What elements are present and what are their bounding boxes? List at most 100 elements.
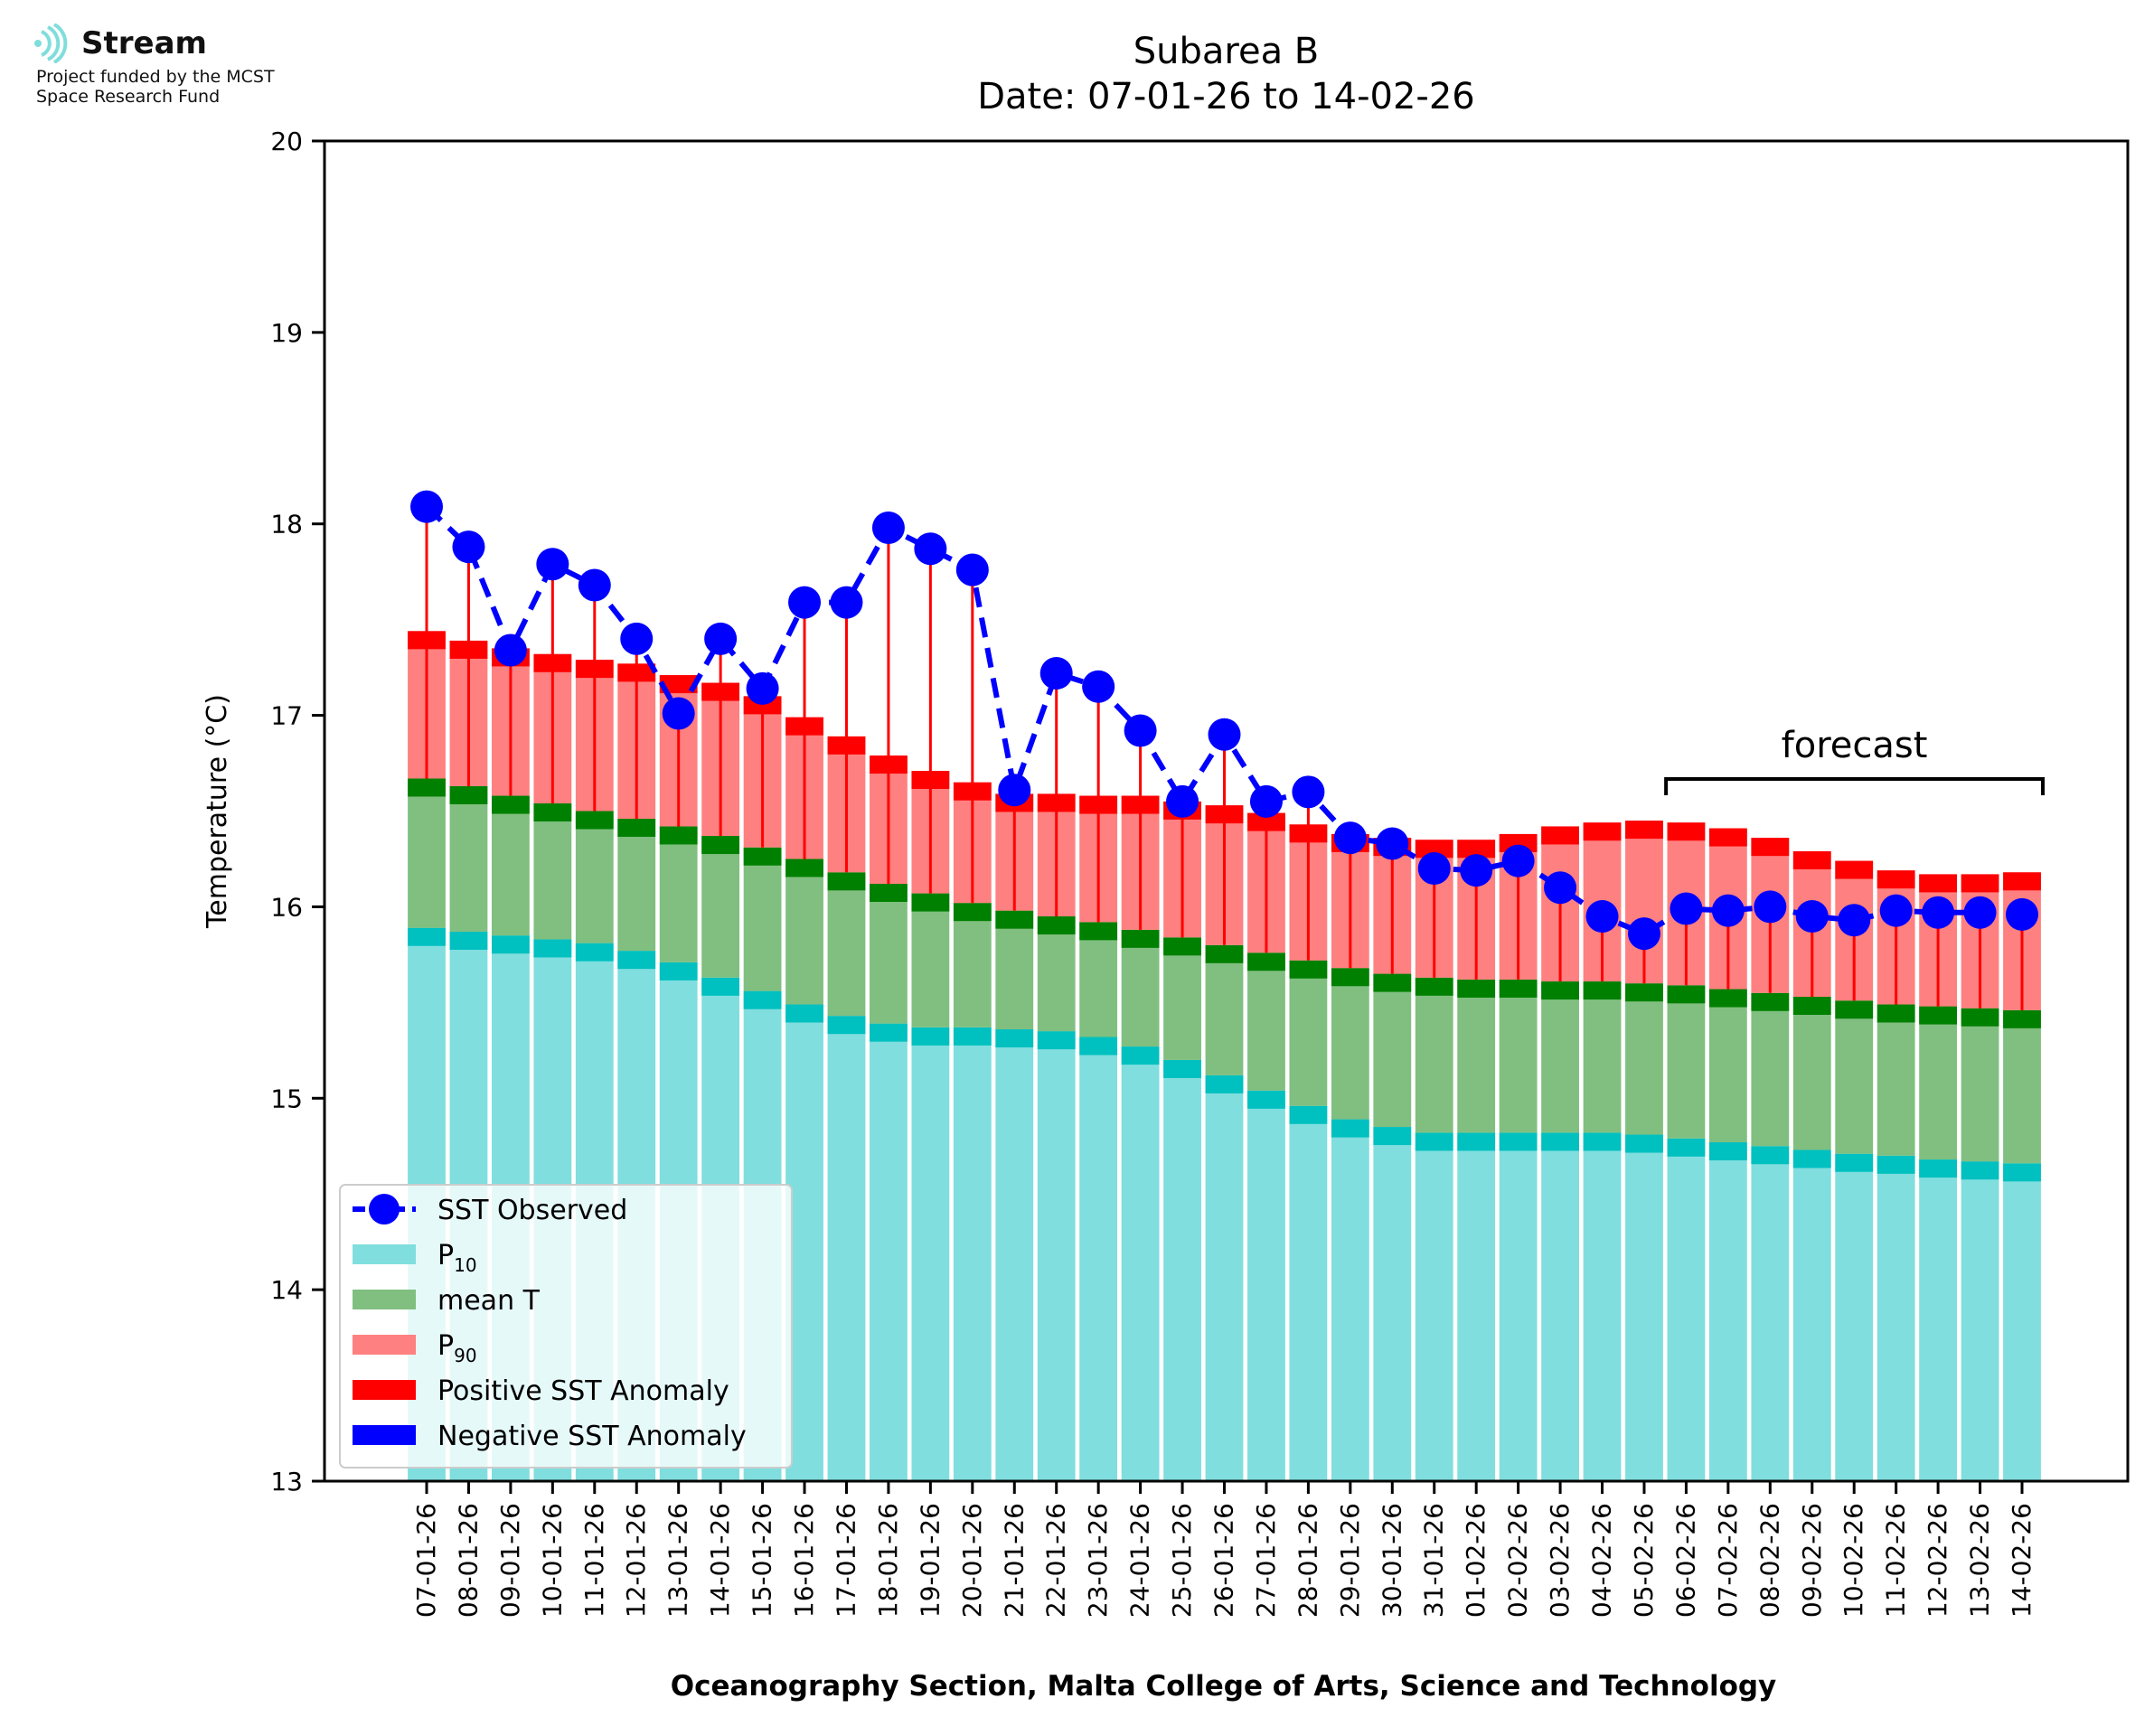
p10-bar-cap (1708, 1142, 1747, 1161)
mean-t-bar-cap (1792, 997, 1831, 1016)
p10-bar (1919, 1159, 1958, 1481)
mean-t-bar (1457, 979, 1496, 1133)
legend-swatch (353, 1425, 416, 1445)
legend-swatch (353, 1335, 416, 1355)
mean-t-bar-cap (408, 778, 446, 797)
p10-bar (1961, 1161, 1999, 1481)
sst-observed-point (620, 622, 654, 655)
sst-observed-point (1795, 900, 1829, 934)
mean-t-bar-cap (491, 795, 530, 814)
mean-t-bar-cap (1708, 989, 1747, 1008)
p10-bar (1625, 1134, 1663, 1481)
p10-bar (2003, 1163, 2041, 1481)
p10-bar-cap (870, 1023, 908, 1042)
mean-t-bar (533, 803, 572, 940)
p10-bar-cap (1079, 1037, 1118, 1056)
p90-bar-cap (1583, 822, 1622, 841)
mean-t-bar-cap (911, 893, 950, 912)
x-tick-label: 11-02-26 (1881, 1503, 1911, 1618)
legend-label: Positive SST Anomaly (437, 1375, 729, 1407)
brand-funding-line-2: Space Research Fund (36, 87, 221, 107)
sst-observed-point (1963, 896, 1997, 929)
x-tick-label: 08-02-26 (1754, 1503, 1784, 1618)
p90-bar-cap (1792, 850, 1831, 869)
sst-observed-point (788, 586, 822, 619)
legend-swatch (353, 1244, 416, 1264)
mean-t-bar (1121, 929, 1160, 1047)
p90-bar-cap (1708, 828, 1747, 847)
p10-bar-cap (575, 943, 614, 962)
p10-bar-cap (1289, 1105, 1328, 1124)
y-tick-label: 16 (270, 892, 303, 922)
mean-t-bar-cap (659, 826, 698, 845)
mean-t-bar-cap (1415, 977, 1453, 996)
sst-observed-point (1417, 852, 1451, 886)
mean-t-bar (1373, 973, 1412, 1128)
forecast-bracket (1664, 777, 2045, 795)
sst-observed-point (1501, 844, 1535, 877)
sst-observed-point (1670, 892, 1703, 925)
p10-bar (1792, 1150, 1831, 1481)
mean-t-bar-cap (1877, 1004, 1915, 1023)
mean-t-bar-cap (995, 910, 1034, 929)
mean-t-bar-cap (785, 859, 823, 877)
p10-bar-cap (617, 951, 656, 970)
sst-observed-point (1292, 775, 1325, 809)
mean-t-bar-cap (617, 818, 656, 837)
x-tick-label: 04-02-26 (1587, 1503, 1617, 1618)
mean-t-bar (1961, 1008, 1999, 1162)
sst-observed-point (2006, 897, 2038, 931)
p10-bar (1583, 1132, 1622, 1481)
sst-observed-point (914, 532, 947, 566)
mean-t-bar-cap (1457, 979, 1496, 998)
p10-bar (1667, 1138, 1706, 1481)
mean-t-bar-cap (1079, 922, 1118, 941)
p10-bar (995, 1029, 1034, 1481)
x-tick-label: 01-02-26 (1461, 1503, 1491, 1618)
sst-observed-point (1208, 718, 1241, 751)
p90-bar-cap (2003, 872, 2041, 891)
forecast-annotation: forecast (1782, 725, 1928, 766)
sst-observed-point (871, 511, 905, 544)
p90-bar-cap (1625, 821, 1663, 840)
x-tick-label: 08-01-26 (453, 1503, 483, 1618)
sst-observed-point (1838, 904, 1871, 937)
sst-observed-point (494, 633, 527, 667)
mean-t-bar (1708, 989, 1747, 1143)
p10-bar (1289, 1105, 1328, 1481)
x-tick-label: 27-01-26 (1251, 1503, 1281, 1618)
mean-t-bar (1205, 944, 1244, 1075)
x-tick-label: 14-01-26 (705, 1503, 735, 1618)
brand-funding-text: Project funded by the MCST Space Researc… (36, 67, 275, 107)
sst-observed-point (746, 671, 779, 705)
p10-bar-cap (1163, 1059, 1201, 1078)
mean-t-bar (408, 778, 446, 928)
mean-t-bar-cap (953, 903, 992, 922)
p10-bar-cap (2003, 1163, 2041, 1182)
p10-bar-cap (1415, 1132, 1453, 1151)
p10-bar-cap (1247, 1090, 1285, 1109)
mean-t-bar (1583, 981, 1622, 1133)
p90-bar-cap (1541, 826, 1579, 845)
mean-t-bar-cap (827, 872, 866, 891)
mean-t-bar-cap (1037, 916, 1076, 935)
p90-bar-cap (1751, 838, 1790, 857)
mean-t-bar (575, 811, 614, 943)
mean-t-bar (1499, 979, 1538, 1133)
mean-t-bar (491, 795, 530, 936)
sst-observed-point (578, 568, 611, 602)
mean-t-bar (1792, 997, 1831, 1150)
p90-bar-cap (1667, 822, 1706, 841)
mean-t-bar-cap (1247, 952, 1285, 971)
mean-t-bar (995, 910, 1034, 1030)
sst-observed-point (1754, 890, 1787, 924)
mean-t-bar (743, 847, 782, 991)
mean-t-bar (1163, 937, 1201, 1060)
p10-bar (1708, 1142, 1747, 1481)
p10-bar (1205, 1074, 1244, 1481)
x-tick-label: 16-01-26 (789, 1503, 819, 1618)
p10-bar-cap (1877, 1155, 1915, 1174)
p10-bar-cap (1541, 1132, 1579, 1151)
mean-t-bar-cap (575, 811, 614, 830)
